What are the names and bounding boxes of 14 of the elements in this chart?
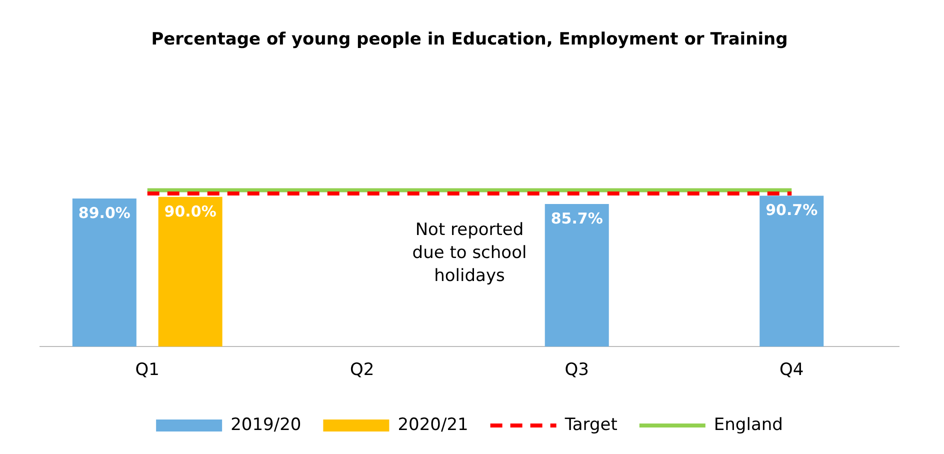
chart-title: Percentage of young people in Education, Employment or Training	[151, 30, 788, 50]
legend-label: Target	[564, 414, 618, 435]
legend-label: England	[714, 414, 783, 435]
annotation: Not reported due to school holidays	[412, 220, 527, 286]
x-tick-label: Q3	[564, 360, 589, 380]
data-label: 90.0%	[164, 202, 216, 220]
x-tick-label: Q4	[780, 360, 804, 380]
legend-label: 2019/20	[230, 414, 302, 435]
x-tick-label: Q1	[135, 360, 160, 380]
data-label: 89.0%	[78, 204, 130, 222]
legend-label: 2020/21	[398, 414, 468, 435]
data-label: 90.7%	[766, 201, 818, 220]
x-tick-label: Q2	[350, 360, 374, 380]
data-label: 85.7%	[550, 209, 603, 228]
